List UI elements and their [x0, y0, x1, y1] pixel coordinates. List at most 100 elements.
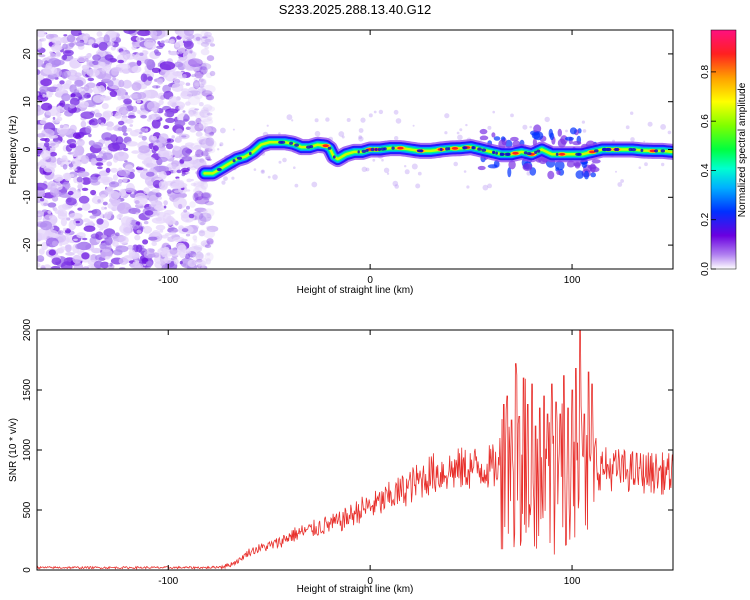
- noise-speckle: [45, 63, 53, 68]
- noise-speckle: [174, 80, 177, 84]
- noise-speckle: [173, 228, 179, 233]
- ridge-gap: [534, 150, 538, 154]
- noise-speckle: [145, 158, 152, 164]
- noise-speckle: [198, 83, 205, 89]
- noise-speckle: [260, 169, 265, 174]
- noise-speckle: [101, 152, 113, 160]
- ridge-gap: [370, 147, 375, 152]
- noise-speckle: [193, 245, 203, 250]
- noise-speckle: [205, 225, 213, 230]
- noise-speckle: [205, 137, 215, 147]
- colorbar-tick-label: 0.8: [700, 64, 711, 78]
- noise-speckle: [204, 201, 214, 206]
- noise-speckle: [173, 197, 187, 209]
- noise-speckle: [179, 260, 183, 265]
- noise-speckle: [133, 196, 148, 206]
- ridge-blotch: [479, 135, 489, 141]
- noise-speckle: [196, 40, 205, 45]
- noise-speckle: [278, 160, 282, 164]
- noise-speckle: [199, 265, 208, 269]
- noise-speckle: [66, 217, 71, 221]
- noise-speckle: [231, 176, 235, 180]
- ridge-gap: [472, 146, 476, 150]
- noise-speckle: [205, 156, 211, 161]
- noise-speckle: [202, 104, 213, 112]
- ridge-hotspot: [512, 151, 519, 155]
- noise-speckle: [81, 252, 90, 260]
- noise-speckle: [69, 143, 77, 149]
- noise-speckle: [661, 162, 665, 167]
- noise-speckle: [105, 121, 114, 128]
- noise-speckle: [78, 96, 83, 100]
- noise-speckle: [44, 229, 59, 237]
- noise-speckle: [200, 61, 207, 65]
- noise-speckle: [151, 189, 160, 193]
- noise-speckle: [114, 232, 120, 237]
- noise-speckle: [99, 61, 106, 67]
- noise-speckle: [200, 181, 208, 190]
- noise-speckle: [100, 251, 106, 258]
- noise-speckle: [201, 193, 211, 201]
- noise-speckle: [96, 218, 104, 225]
- noise-speckle: [92, 60, 99, 66]
- noise-speckle: [529, 125, 532, 129]
- noise-speckle: [201, 107, 209, 114]
- noise-speckle: [102, 201, 108, 206]
- noise-speckle: [47, 202, 57, 208]
- noise-speckle: [184, 253, 191, 259]
- noise-speckle: [581, 120, 586, 124]
- ridge-blotch: [510, 136, 519, 142]
- noise-speckle: [101, 67, 108, 72]
- noise-speckle: [174, 41, 180, 48]
- noise-speckle: [119, 51, 127, 56]
- noise-speckle: [76, 232, 86, 239]
- noise-speckle: [42, 66, 58, 75]
- noise-speckle: [104, 206, 107, 210]
- noise-speckle: [87, 39, 95, 46]
- noise-speckle: [206, 106, 216, 112]
- noise-speckle: [51, 240, 59, 247]
- noise-speckle: [198, 253, 205, 259]
- noise-speckle: [62, 43, 68, 50]
- noise-speckle: [59, 80, 65, 85]
- ridge-gap: [492, 150, 496, 155]
- noise-speckle: [48, 92, 54, 96]
- noise-speckle: [197, 215, 207, 226]
- noise-speckle: [177, 46, 186, 54]
- noise-speckle: [199, 66, 208, 75]
- noise-speckle: [174, 120, 186, 127]
- noise-speckle: [82, 237, 88, 241]
- noise-speckle: [92, 54, 101, 61]
- noise-speckle: [204, 155, 211, 160]
- colorbar-tick-label: 0.6: [700, 114, 711, 128]
- spectrogram-y-axis: -20 -10 0 10 20: [22, 48, 673, 252]
- y-tick-label: 500: [22, 501, 33, 518]
- ridge-gap: [526, 152, 532, 156]
- noise-speckle: [185, 171, 191, 174]
- noise-speckle: [138, 145, 150, 154]
- noise-speckle: [163, 257, 172, 264]
- noise-speckle: [135, 212, 139, 215]
- noise-speckle: [85, 125, 92, 134]
- ridge-gap: [495, 151, 498, 155]
- noise-speckle: [193, 239, 198, 243]
- noise-speckle: [131, 41, 136, 45]
- noise-speckle: [185, 233, 191, 237]
- noise-speckle: [106, 126, 114, 131]
- noise-speckle: [186, 48, 194, 54]
- noise-speckle: [52, 137, 59, 143]
- noise-speckle: [137, 30, 151, 37]
- noise-speckle: [111, 68, 119, 76]
- noise-speckle: [188, 120, 196, 126]
- noise-speckle: [338, 131, 345, 137]
- ridge-blotch: [587, 164, 597, 170]
- noise-speckle: [124, 160, 128, 163]
- noise-speckle: [122, 79, 132, 89]
- noise-speckle: [194, 196, 210, 205]
- noise-speckle: [73, 176, 78, 184]
- noise-speckle: [193, 180, 204, 187]
- noise-speckle: [206, 238, 214, 245]
- noise-speckle: [173, 169, 177, 174]
- noise-speckle: [37, 30, 46, 38]
- noise-speckle: [37, 124, 43, 130]
